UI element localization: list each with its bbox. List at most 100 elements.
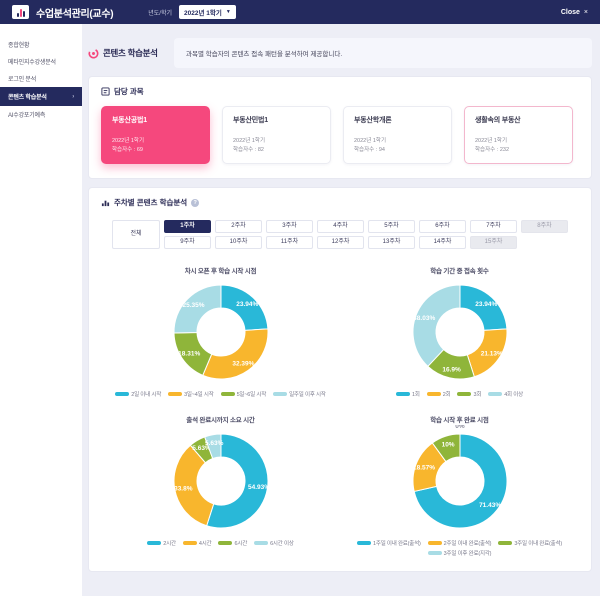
svg-text:5.63%: 5.63%: [204, 440, 223, 447]
tab-week-2[interactable]: 2주차: [215, 220, 262, 233]
svg-text:71.43%: 71.43%: [479, 502, 501, 509]
legend-item: 5일~6일 시작: [220, 390, 266, 398]
legend-swatch-icon: [168, 392, 183, 396]
chart-legend: 1주일 이내 완료(출석) 2주일 이내 완료(출석) 3주일 이내 완료(출석) 3…: [340, 539, 579, 557]
tab-week-4[interactable]: 4주차: [317, 220, 364, 233]
legend-swatch-icon: [220, 392, 235, 396]
chart-attendance-duration: 출석 완료시까지 소요 시간 54.93% 33.8% 5.63% 5.63% 2시간…: [101, 414, 340, 557]
chart-completion-time: 학습 시작 후 완료 시점 71.43% 18.57% 10% 0% 1주일 이내 완…: [340, 414, 579, 557]
sidebar-item-content-analysis[interactable]: 콘텐츠 학습분석 ›: [0, 87, 82, 106]
legend-swatch-icon: [488, 392, 503, 396]
chart-title: 학습 시작 후 완료 시점: [430, 417, 489, 424]
tab-week-5[interactable]: 5주차: [368, 220, 415, 233]
sidebar-item-login-analysis[interactable]: 로그인 분석: [8, 77, 37, 83]
course-meta: 2022년 1학기 학습자수 : 82: [233, 138, 266, 154]
legend-swatch-icon: [254, 541, 269, 545]
legend-item: 2일 이내 시작: [115, 390, 161, 398]
sidebar-item-ai-dropout[interactable]: AI수강포기예측: [8, 113, 46, 119]
app-header: 수업분석관리(교수) 년도/학기 2022년 1학기 ▼ Close ×: [0, 0, 600, 24]
courses-section-title: 담당 과목: [114, 87, 144, 96]
tab-week-3[interactable]: 3주차: [266, 220, 313, 233]
legend-item: 6시간: [218, 539, 247, 547]
legend-swatch-icon: [273, 392, 288, 396]
legend-item: 6시간 이상: [254, 539, 294, 547]
svg-text:5.63%: 5.63%: [192, 445, 211, 452]
chart-start-time: 차시 오픈 후 학습 시작 시점 23.94% 32.39% 18.31% 25.35…: [101, 265, 340, 398]
chart-access-count: 학습 기간 중 접속 횟수 23.94% 21.13% 16.9% 38.03% 1회…: [340, 265, 579, 398]
donut-chart: 71.43% 18.57% 10% 0%: [380, 423, 540, 537]
semester-label: 년도/학기: [148, 10, 173, 17]
tab-week-12[interactable]: 12주차: [317, 236, 364, 249]
donut-chart: 23.94% 32.39% 18.31% 25.35%: [141, 276, 301, 388]
legend-swatch-icon: [498, 541, 513, 545]
legend-item: 2시간: [147, 539, 176, 547]
chart-legend: 1회 2회 3회 4회 이상: [396, 390, 523, 398]
legend-item: 2회: [426, 390, 451, 398]
chart-legend: 2일 이내 시작 3일~4일 시작 5일~6일 시작 일주일 이후 시작: [115, 390, 326, 398]
svg-text:54.93%: 54.93%: [247, 484, 269, 491]
tab-week-10[interactable]: 10주차: [215, 236, 262, 249]
tab-week-9[interactable]: 9주차: [164, 236, 211, 249]
svg-text:18.31%: 18.31%: [178, 351, 200, 358]
tab-week-13[interactable]: 13주차: [368, 236, 415, 249]
courses-panel: 담당 과목 부동산공법1 2022년 1학기 학습자수 : 69 부동산민법1 …: [88, 76, 592, 179]
chart-title: 학습 기간 중 접속 횟수: [430, 268, 489, 275]
legend-swatch-icon: [218, 541, 233, 545]
course-name: 생활속의 부동산: [475, 117, 521, 124]
svg-text:21.13%: 21.13%: [480, 351, 502, 358]
page-description: 과목별 학습자의 콘텐츠 접속 패턴을 분석하여 제공합니다.: [174, 38, 592, 68]
legend-swatch-icon: [115, 392, 130, 396]
chart-title: 출석 완료시까지 소요 시간: [186, 417, 255, 424]
course-card[interactable]: 부동산공법1 2022년 1학기 학습자수 : 69: [101, 106, 210, 164]
tab-week-8[interactable]: 8주차: [521, 220, 568, 233]
chart-title: 차시 오픈 후 학습 시작 시점: [184, 268, 257, 275]
pie-chart-icon: [88, 47, 99, 59]
course-meta: 2022년 1학기 학습자수 : 69: [112, 138, 145, 154]
svg-text:38.03%: 38.03%: [413, 315, 435, 322]
course-cards: 부동산공법1 2022년 1학기 학습자수 : 69 부동산민법1 2022년 …: [101, 106, 579, 164]
course-card[interactable]: 부동산민법1 2022년 1학기 학습자수 : 82: [222, 106, 331, 164]
semester-value: 2022년 1학기: [184, 10, 222, 17]
tab-week-6[interactable]: 6주차: [419, 220, 466, 233]
semester-select[interactable]: 2022년 1학기 ▼: [179, 5, 236, 19]
svg-text:33.8%: 33.8%: [174, 486, 193, 493]
weekly-section-title: 주차별 콘텐츠 학습분석: [114, 198, 188, 207]
legend-item: 1회: [396, 390, 420, 398]
donut-chart: 23.94% 21.13% 16.9% 38.03%: [380, 276, 540, 388]
legend-item: 3주일 이내 완료(출석): [498, 539, 562, 547]
sidebar-item-metacognition[interactable]: 메타인지수강생분석: [8, 60, 56, 66]
legend-swatch-icon: [182, 541, 197, 545]
legend-item: 4회 이상: [488, 390, 523, 398]
sidebar-item-overview[interactable]: 종합현황: [8, 43, 30, 49]
legend-item: 3주일 이후 완료(지각): [427, 549, 492, 557]
course-name: 부동산민법1: [233, 117, 268, 124]
legend-swatch-icon: [427, 541, 442, 545]
legend-swatch-icon: [457, 392, 472, 396]
close-icon: ×: [583, 8, 588, 16]
course-icon: [101, 87, 110, 96]
svg-text:10%: 10%: [441, 441, 454, 448]
chart-legend: 2시간 4시간 6시간 6시간 이상: [147, 539, 294, 547]
app-title: 수업분석관리(교수): [36, 8, 114, 20]
tab-week-14[interactable]: 14주차: [419, 236, 466, 249]
legend-swatch-icon: [396, 392, 410, 396]
bar-chart-icon: [101, 200, 110, 207]
tab-week-15[interactable]: 15주차: [470, 236, 517, 249]
course-card[interactable]: 생활속의 부동산 2022년 1학기 학습자수 : 232: [464, 106, 573, 164]
svg-text:23.94%: 23.94%: [475, 301, 497, 308]
close-button[interactable]: Close ×: [561, 9, 588, 16]
app-logo-icon: [12, 5, 29, 19]
help-icon[interactable]: ?: [191, 198, 200, 207]
tab-week-7[interactable]: 7주차: [470, 220, 517, 233]
tab-week-all[interactable]: 전체: [112, 220, 160, 249]
legend-swatch-icon: [147, 541, 162, 545]
legend-item: 2주일 이내 완료(출석): [427, 539, 492, 547]
tab-week-11[interactable]: 11주차: [266, 236, 313, 249]
tab-week-1[interactable]: 1주차: [164, 220, 211, 233]
legend-swatch-icon: [356, 541, 371, 545]
legend-item: 3일~4일 시작: [168, 390, 214, 398]
course-card[interactable]: 부동산학개론 2022년 1학기 학습자수 : 94: [343, 106, 452, 164]
legend-item: 1주일 이내 완료(출석): [356, 539, 421, 547]
course-name: 부동산학개론: [354, 117, 392, 124]
svg-text:23.94%: 23.94%: [236, 301, 258, 308]
